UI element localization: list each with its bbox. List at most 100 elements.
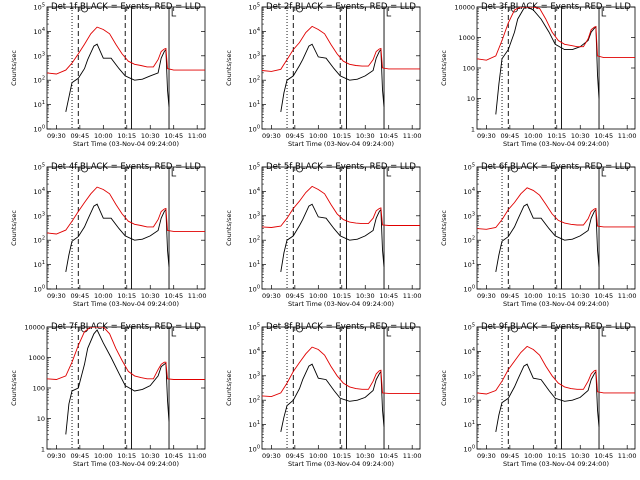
x-tick-label: 10:45 (594, 292, 613, 300)
y-axis-label: Counts/sec (10, 210, 18, 246)
x-tick-label: 10:30 (141, 132, 160, 140)
y-axis-label: Counts/sec (225, 210, 233, 246)
y-tick-label: 101 (464, 420, 475, 429)
attenuator-marker (511, 328, 518, 333)
y-tick-label: 101 (249, 100, 260, 109)
x-tick-label: 09:45 (70, 452, 89, 460)
events-series-line (280, 43, 385, 112)
x-tick-label: 10:00 (94, 452, 113, 460)
events-series-line (280, 363, 385, 432)
x-tick-label: 10:30 (356, 132, 375, 140)
y-axis-label: Counts/sec (225, 370, 233, 406)
panel-title: Det 6f BLACK = Events, RED = LLD (481, 162, 631, 172)
segment-bracket (601, 8, 607, 17)
x-tick-label: 09:45 (500, 452, 519, 460)
y-tick-label: 103 (464, 211, 475, 220)
detector-panel: Det 4f BLACK = Events, RED = LLD 100 101 10… (10, 162, 207, 308)
x-tick-label: 10:30 (571, 292, 590, 300)
x-axis-label: Start Time (03-Nov-04 09:24:00) (503, 460, 609, 468)
y-tick-label: 103 (249, 371, 260, 380)
x-tick-label: 11:00 (403, 292, 422, 300)
x-tick-label: 10:45 (164, 292, 183, 300)
y-tick-label: 101 (34, 260, 45, 269)
y-tick-label: 100 (464, 445, 475, 454)
y-tick-label: 104 (34, 187, 45, 196)
y-tick-label: 104 (249, 27, 260, 36)
events-series-line (280, 203, 385, 272)
attenuator-marker (296, 168, 303, 173)
x-tick-label: 11:00 (403, 452, 422, 460)
x-tick-label: 09:30 (47, 292, 66, 300)
y-tick-label: 102 (464, 236, 475, 245)
y-tick-label: 104 (249, 347, 260, 356)
plot-frame (261, 166, 421, 290)
x-axis-label: Start Time (03-Nov-04 09:24:00) (503, 300, 609, 308)
y-axis-label: Counts/sec (10, 50, 18, 86)
x-tick-label: 10:45 (594, 452, 613, 460)
segment-bracket (386, 328, 392, 337)
segment-bracket (601, 328, 607, 337)
y-tick-label: 10000 (454, 4, 475, 12)
x-tick-label: 09:45 (70, 292, 89, 300)
lld-series-line (477, 7, 635, 61)
y-axis-label: Counts/sec (440, 50, 448, 86)
panel-title: Det 1f BLACK = Events, RED = LLD (51, 2, 201, 12)
lld-series-line (477, 187, 635, 230)
attenuator-marker (296, 328, 303, 333)
x-axis-label: Start Time (03-Nov-04 09:24:00) (73, 140, 179, 148)
segment-bracket (171, 8, 177, 17)
x-tick-label: 10:45 (379, 132, 398, 140)
plot-frame (46, 6, 206, 130)
plot-frame (46, 166, 206, 290)
y-tick-label: 105 (34, 163, 45, 172)
y-tick-label: 102 (249, 396, 260, 405)
panel-title: Det 2f BLACK = Events, RED = LLD (266, 2, 416, 12)
detector-panel: Det 5f BLACK = Events, RED = LLD 100 101 10… (225, 162, 422, 308)
lld-series-line (47, 26, 205, 75)
y-tick-label: 103 (34, 51, 45, 60)
y-tick-label: 100 (463, 65, 475, 73)
y-axis-label: Counts/sec (440, 370, 448, 406)
x-axis-label: Start Time (03-Nov-04 09:24:00) (288, 300, 394, 308)
x-tick-label: 09:45 (285, 132, 304, 140)
y-tick-label: 1000 (458, 34, 475, 42)
attenuator-marker (511, 168, 518, 173)
x-tick-label: 10:45 (379, 452, 398, 460)
y-tick-label: 101 (249, 420, 260, 429)
y-tick-label: 102 (34, 236, 45, 245)
x-tick-label: 10:15 (332, 452, 351, 460)
x-tick-label: 10:45 (379, 292, 398, 300)
x-axis-label: Start Time (03-Nov-04 09:24:00) (73, 300, 179, 308)
y-tick-label: 102 (464, 396, 475, 405)
x-tick-label: 11:00 (188, 132, 207, 140)
x-tick-label: 11:00 (403, 132, 422, 140)
x-tick-label: 10:00 (309, 292, 328, 300)
x-tick-label: 09:30 (477, 452, 496, 460)
x-tick-label: 10:15 (547, 132, 566, 140)
x-axis-label: Start Time (03-Nov-04 09:24:00) (73, 460, 179, 468)
lld-series-line (477, 345, 635, 395)
y-tick-label: 104 (34, 27, 45, 36)
x-tick-label: 10:15 (547, 452, 566, 460)
events-series-line (65, 329, 170, 435)
y-tick-label: 1 (471, 126, 475, 134)
y-tick-label: 105 (249, 163, 260, 172)
x-tick-label: 11:00 (188, 452, 207, 460)
detector-panel: Det 8f BLACK = Events, RED = LLD 100 101 10… (225, 322, 422, 468)
lld-series-line (47, 327, 205, 380)
y-axis-label: Counts/sec (225, 50, 233, 86)
panel-title: Det 9f BLACK = Events, RED = LLD (481, 322, 631, 332)
x-tick-label: 10:00 (94, 292, 113, 300)
y-tick-label: 100 (33, 385, 45, 393)
x-tick-label: 10:15 (547, 292, 566, 300)
panel-title: Det 4f BLACK = Events, RED = LLD (51, 162, 201, 172)
y-tick-label: 105 (34, 3, 45, 12)
y-tick-label: 100 (464, 285, 475, 294)
detector-panel: Det 2f BLACK = Events, RED = LLD 100 101 10… (225, 2, 422, 148)
y-tick-label: 10 (467, 95, 475, 103)
x-axis-label: Start Time (03-Nov-04 09:24:00) (288, 140, 394, 148)
segment-bracket (171, 328, 177, 337)
events-series-line (495, 7, 600, 115)
y-tick-label: 102 (249, 76, 260, 85)
